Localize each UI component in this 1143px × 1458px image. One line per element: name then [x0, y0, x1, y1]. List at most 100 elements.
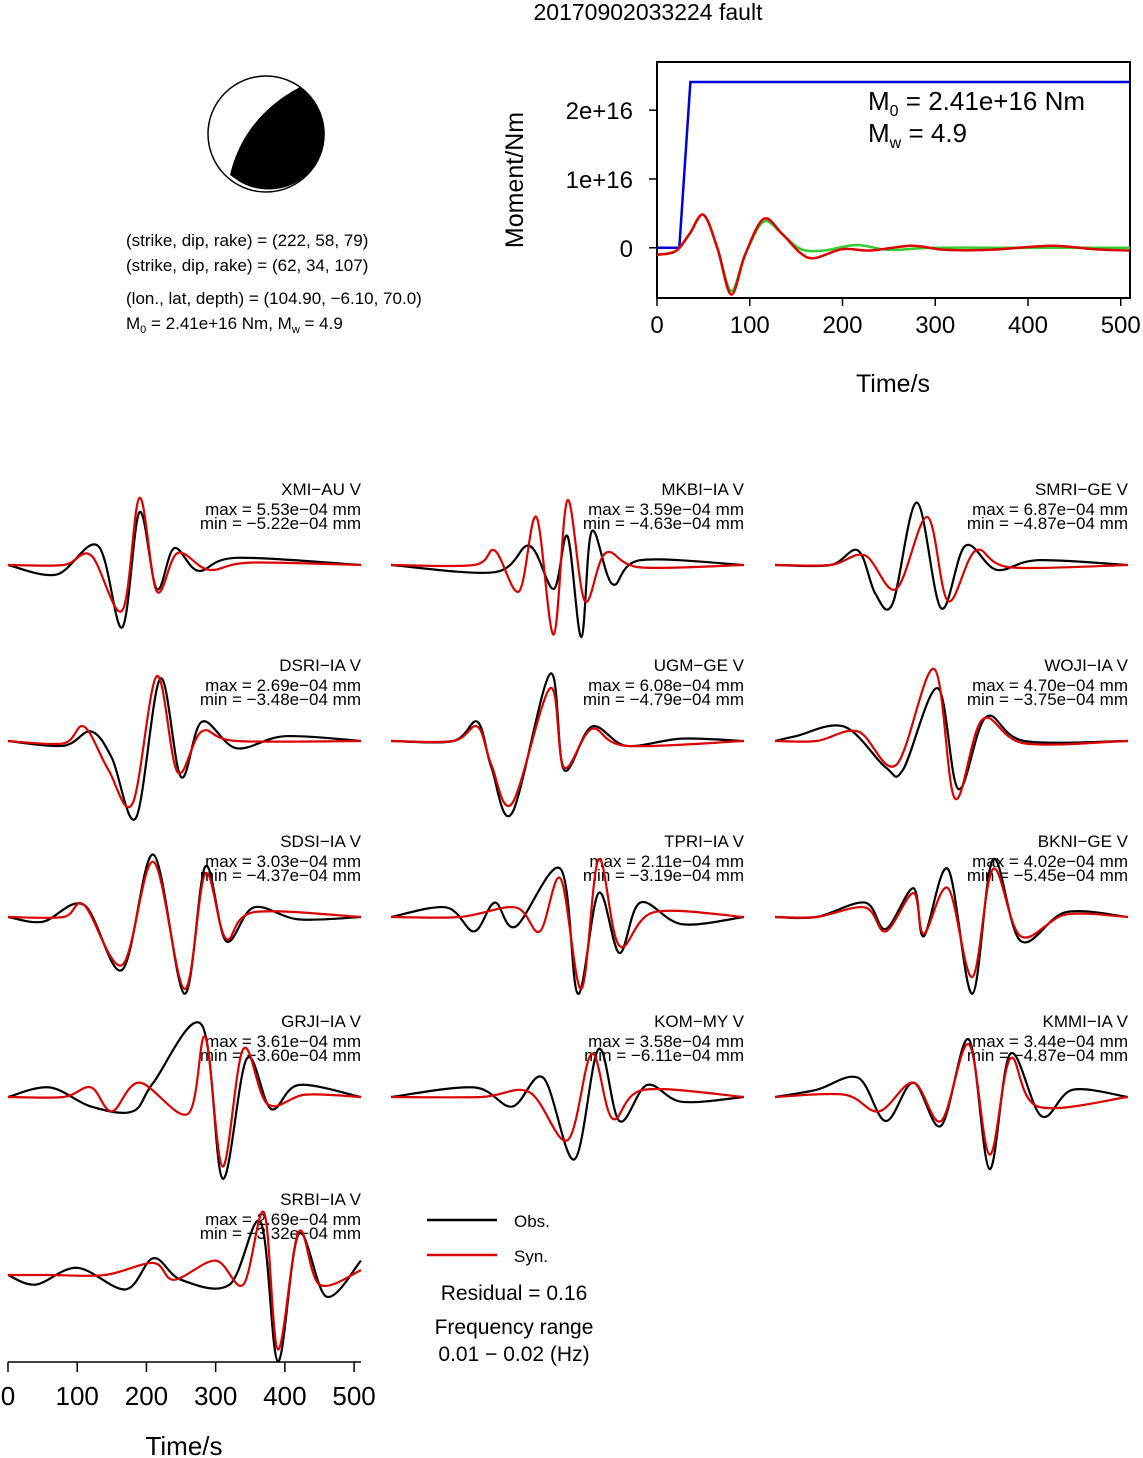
synthetic-waveform [7, 860, 362, 991]
observed-waveform [7, 1219, 362, 1363]
synthetic-waveform [7, 496, 362, 613]
focal-mechanism-beachball [207, 75, 325, 193]
station-max: max = 3.61e−04 mm [205, 1032, 361, 1051]
synthetic-waveform [390, 1052, 745, 1142]
synthetic-waveform [7, 675, 362, 809]
station-max: max = 3.44e−04 mm [972, 1032, 1128, 1051]
station-min: min = −5.45e−04 mm [967, 866, 1128, 885]
station-max: max = 2.69e−04 mm [205, 676, 361, 695]
observed-waveform [774, 501, 1129, 611]
station-max: max = 2.69e−04 mm [205, 1210, 361, 1229]
waveform-x-tick-label: 400 [263, 1381, 306, 1411]
legend: Obs. Syn. Residual = 0.16 Frequency rang… [427, 1212, 593, 1366]
moment-series-line [656, 213, 1130, 293]
station-max: max = 6.87e−04 mm [972, 500, 1128, 519]
observed-waveform [390, 529, 745, 639]
station-max: max = 4.02e−04 mm [972, 852, 1128, 871]
synthetic-waveform [774, 667, 1129, 800]
station-max: max = 4.70e−04 mm [972, 676, 1128, 695]
frequency-range-value: 0.01 − 0.02 (Hz) [438, 1343, 589, 1366]
station-name: BKNI−GE V [1038, 832, 1129, 851]
station-min: min = −4.63e−04 mm [583, 514, 744, 533]
station-min: min = −6.11e−04 mm [584, 1046, 744, 1065]
station-min: min = −3.60e−04 mm [200, 1046, 361, 1065]
station-min: min = −4.87e−04 mm [967, 514, 1128, 533]
waveform-time-axis: Time/s 0 100 200 300 400 500 [1, 1361, 376, 1458]
station-min: min = −4.87e−04 mm [967, 1046, 1128, 1065]
waveform-x-tick-label: 500 [332, 1381, 375, 1411]
moment-series-line [657, 80, 1130, 250]
station-min: min = −4.37e−04 mm [200, 866, 361, 885]
station-name: WOJI−IA V [1044, 656, 1128, 675]
station-max: max = 6.08e−04 mm [588, 676, 744, 695]
station-max: max = 3.59e−04 mm [588, 500, 744, 519]
hypocenter-location: (lon., lat, depth) = (104.90, −6.10, 70.… [126, 289, 422, 308]
synthetic-waveform [7, 1035, 362, 1168]
synthetic-waveform [390, 499, 745, 636]
moment-chart: 0 100 200 300 400 500 0 1e+16 2e+16 Moment/Nm Ti… [501, 61, 1141, 398]
seismic-moment-label: M0 = 2.41e+16 Nm [868, 86, 1085, 120]
station-min: min = −5.22e−04 mm [200, 514, 361, 533]
station-max: max = 3.58e−04 mm [588, 1032, 744, 1051]
moment-magnitude-label: Mw = 4.9 [868, 118, 967, 152]
moment-y-tick-label: 1e+16 [566, 167, 633, 194]
beachball-compressional-quadrant [230, 87, 325, 190]
moment-chart-frame [656, 61, 1131, 299]
synthetic-waveform [774, 1043, 1129, 1156]
moment-chart-series [656, 80, 1131, 296]
observed-waveform [774, 687, 1129, 791]
moment-chart-ylabel: Moment/Nm [501, 112, 529, 248]
moment-y-tick-label: 2e+16 [566, 98, 633, 125]
moment-x-tick-label: 500 [1101, 312, 1141, 339]
moment-x-tick-label: 100 [730, 312, 770, 339]
nodal-plane-2: (strike, dip, rake) = (62, 34, 107) [126, 256, 368, 275]
moment-chart-ticks: 0 100 200 300 400 500 0 1e+16 2e+16 [566, 98, 1141, 339]
waveform-x-tick-label: 0 [1, 1381, 15, 1411]
synthetic-waveform [774, 867, 1129, 979]
residual-label: Residual = 0.16 [441, 1282, 588, 1305]
station-max: max = 3.03e−04 mm [205, 852, 361, 871]
station-name: SRBI−IA V [280, 1190, 361, 1209]
observed-waveform [390, 1047, 745, 1161]
figure-title: 20170902033224 fault [534, 0, 764, 25]
waveform-x-tick-label: 100 [56, 1381, 99, 1411]
moment-x-tick-label: 200 [822, 312, 862, 339]
station-name: SMRI−GE V [1035, 480, 1129, 499]
station-max: max = 5.53e−04 mm [205, 500, 361, 519]
synthetic-waveform [390, 858, 745, 991]
station-min: min = −4.79e−04 mm [583, 690, 744, 709]
synthetic-waveform [390, 687, 745, 807]
station-name: MKBI−IA V [661, 480, 744, 499]
station-name: SDSI−IA V [280, 832, 361, 851]
synthetic-waveform [774, 515, 1129, 603]
moment-x-tick-label: 0 [650, 312, 663, 339]
station-max: max = 2.11e−04 mm [589, 852, 744, 871]
station-name: KOM−MY V [654, 1012, 745, 1031]
station-min: min = −3.48e−04 mm [200, 690, 361, 709]
station-name: KMMI−IA V [1043, 1012, 1129, 1031]
station-name: XMI−AU V [281, 480, 361, 499]
moment-chart-xlabel: Time/s [856, 370, 930, 398]
station-name: DSRI−IA V [279, 656, 361, 675]
legend-obs-label: Obs. [514, 1212, 550, 1231]
station-name: GRJI−IA V [281, 1012, 361, 1031]
observed-waveform [390, 866, 745, 995]
moment-y-tick-label: 0 [620, 236, 633, 263]
observed-waveform [774, 1038, 1129, 1171]
waveform-x-tick-label: 300 [194, 1381, 237, 1411]
station-min: min = −3.75e−04 mm [967, 690, 1128, 709]
station-min: min = −3.32e−04 mm [200, 1224, 361, 1243]
waveform-x-tick-label: 200 [125, 1381, 168, 1411]
nodal-plane-1: (strike, dip, rake) = (222, 58, 79) [126, 231, 368, 250]
